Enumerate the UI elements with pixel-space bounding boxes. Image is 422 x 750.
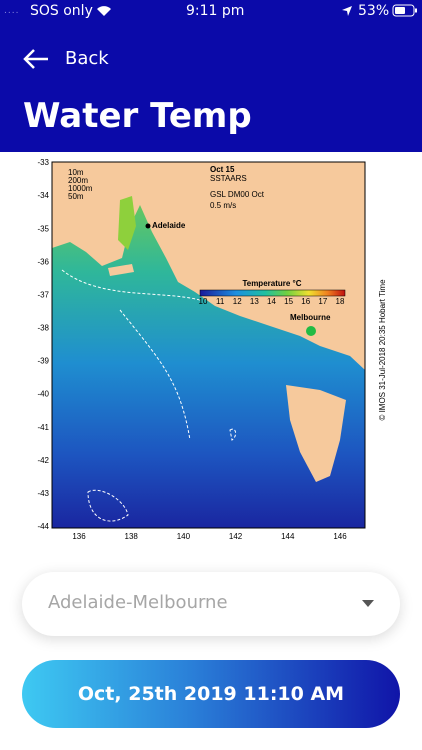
- back-arrow[interactable]: [22, 48, 50, 70]
- lat-tick-label: -44: [37, 522, 49, 531]
- clock: 9:11 pm: [186, 3, 245, 19]
- depth-legend-label: 1000m: [68, 184, 93, 193]
- depth-legend-label: 10m: [68, 168, 84, 177]
- adelaide-dot: [145, 223, 151, 229]
- lat-tick-label: -35: [37, 224, 49, 233]
- battery-level: 53%: [358, 3, 390, 19]
- lat-tick-label: -37: [37, 290, 49, 299]
- lat-tick-label: -39: [37, 357, 49, 366]
- date-button[interactable]: Oct, 25th 2019 11:10 AM: [22, 660, 400, 728]
- melbourne-dot: [306, 326, 316, 336]
- colorbar-tick-label: 11: [216, 297, 225, 306]
- colorbar-tick-label: 12: [233, 297, 242, 306]
- colorbar-tick-label: 15: [284, 297, 293, 306]
- screen-title: Water Temp: [23, 96, 252, 136]
- lat-tick-label: -43: [37, 489, 49, 498]
- colorbar-title: Temperature °C: [242, 279, 301, 288]
- lat-tick-label: -36: [37, 257, 49, 266]
- colorbar-tick-label: 16: [301, 297, 310, 306]
- map-source: GSL DM00 Oct: [210, 190, 265, 199]
- signal: ....: [4, 6, 20, 16]
- region-dropdown[interactable]: Adelaide-Melbourne: [22, 572, 400, 636]
- date-label: Oct, 25th 2019 11:10 AM: [77, 683, 345, 705]
- lon-tick-label: 140: [177, 532, 191, 541]
- lon-tick-label: 136: [72, 532, 86, 541]
- sst-map: Oct 15 SSTAARS GSL DM00 Oct 0.5 m/s Adel…: [37, 158, 387, 541]
- place-label: Melbourne: [290, 313, 331, 322]
- back-button[interactable]: Back: [65, 48, 109, 69]
- colorbar-tick-label: 13: [250, 297, 259, 306]
- region-value: Adelaide-Melbourne: [48, 592, 228, 613]
- map-frame: [51, 161, 366, 529]
- map-date: Oct 15: [210, 165, 235, 174]
- lat-tick-label: -41: [37, 423, 49, 432]
- lat-tick-label: -42: [37, 456, 49, 465]
- lat-tick-label: -40: [37, 390, 49, 399]
- lon-tick-label: 142: [229, 532, 243, 541]
- depth-legend-label: 50m: [68, 192, 84, 201]
- depth-legend-label: 200m: [68, 176, 88, 185]
- colorbar-tick-label: 17: [318, 297, 327, 306]
- kangaroo-island: [108, 264, 134, 276]
- map-scale: 0.5 m/s: [210, 201, 236, 210]
- lon-tick-label: 146: [333, 532, 347, 541]
- gulf: [118, 196, 136, 250]
- place-label: Adelaide: [152, 221, 186, 230]
- lat-tick-label: -38: [37, 324, 49, 333]
- lat-tick-label: -33: [37, 158, 49, 167]
- location-icon: [342, 6, 352, 16]
- lat-tick-label: -34: [37, 191, 49, 200]
- colorbar: [199, 289, 346, 297]
- tasmania: [286, 385, 346, 482]
- dropdown-caret: [362, 600, 374, 607]
- carrier: SOS only: [30, 3, 93, 19]
- map-product: SSTAARS: [210, 174, 247, 183]
- colorbar-tick-label: 14: [267, 297, 276, 306]
- header: .... SOS only 9:11 pm 53% Back Water Tem…: [0, 0, 422, 152]
- lon-tick-label: 144: [281, 532, 295, 541]
- wifi-icon: [97, 6, 111, 16]
- credit: © IMOS 31-Jul-2018 20:35 Hobart Time: [378, 279, 387, 421]
- battery-icon: [392, 4, 417, 17]
- colorbar-tick-label: 18: [336, 297, 345, 306]
- colorbar-tick-label: 10: [199, 297, 208, 306]
- lon-tick-label: 138: [125, 532, 139, 541]
- isotherms: [61, 269, 237, 522]
